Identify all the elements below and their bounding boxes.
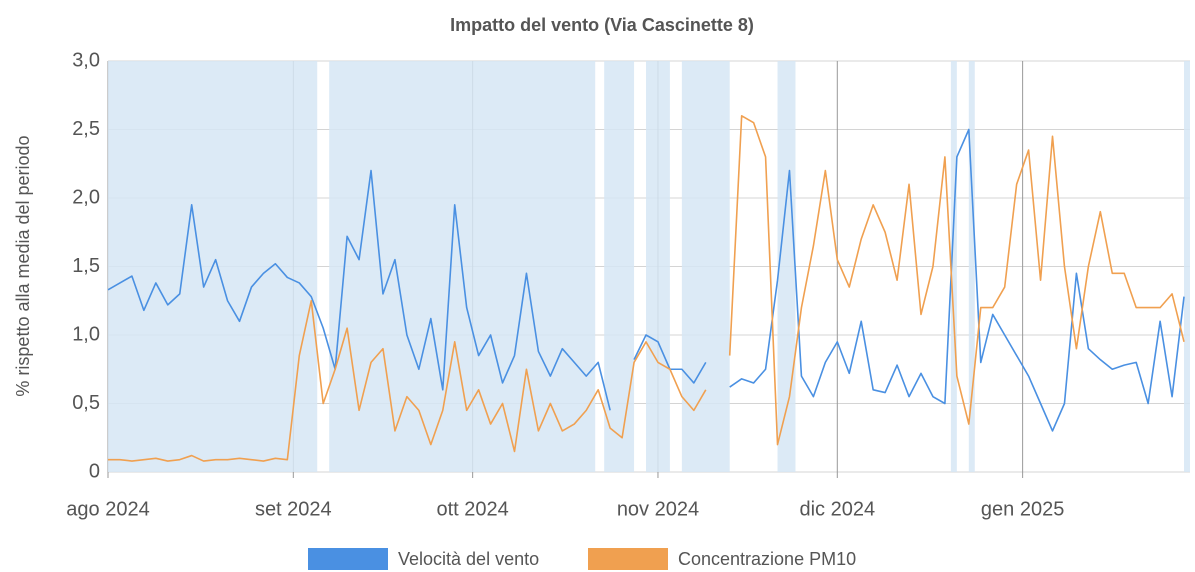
x-tick-label: dic 2024 bbox=[799, 498, 875, 520]
line-series bbox=[108, 115, 1185, 462]
y-axis-label: % rispetto alla media del periodo bbox=[13, 135, 33, 396]
band bbox=[604, 61, 635, 472]
band bbox=[681, 61, 730, 472]
y-tick-label: 2,0 bbox=[72, 186, 100, 208]
legend-swatch bbox=[588, 548, 668, 570]
y-tick-label: 2,5 bbox=[72, 118, 100, 140]
band bbox=[646, 61, 670, 472]
x-tick-label: gen 2025 bbox=[981, 498, 1064, 520]
legend-label: Concentrazione PM10 bbox=[678, 549, 856, 569]
x-tick-label: set 2024 bbox=[255, 498, 332, 520]
legend-label: Velocità del vento bbox=[398, 549, 539, 569]
band bbox=[777, 61, 796, 472]
band bbox=[950, 61, 957, 472]
y-tick-label: 0,5 bbox=[72, 392, 100, 414]
band bbox=[968, 61, 975, 472]
y-tick-label: 1,0 bbox=[72, 323, 100, 345]
x-tick-label: ott 2024 bbox=[437, 498, 509, 520]
x-tick-label: ago 2024 bbox=[66, 498, 149, 520]
band bbox=[1184, 61, 1190, 472]
y-tick-label: 0 bbox=[89, 460, 100, 482]
legend-swatch bbox=[308, 548, 388, 570]
y-tick-label: 3,0 bbox=[72, 49, 100, 71]
chart-title: Impatto del vento (Via Cascinette 8) bbox=[450, 15, 754, 35]
y-tick-label: 1,5 bbox=[72, 255, 100, 277]
x-tick-label: nov 2024 bbox=[617, 498, 699, 520]
